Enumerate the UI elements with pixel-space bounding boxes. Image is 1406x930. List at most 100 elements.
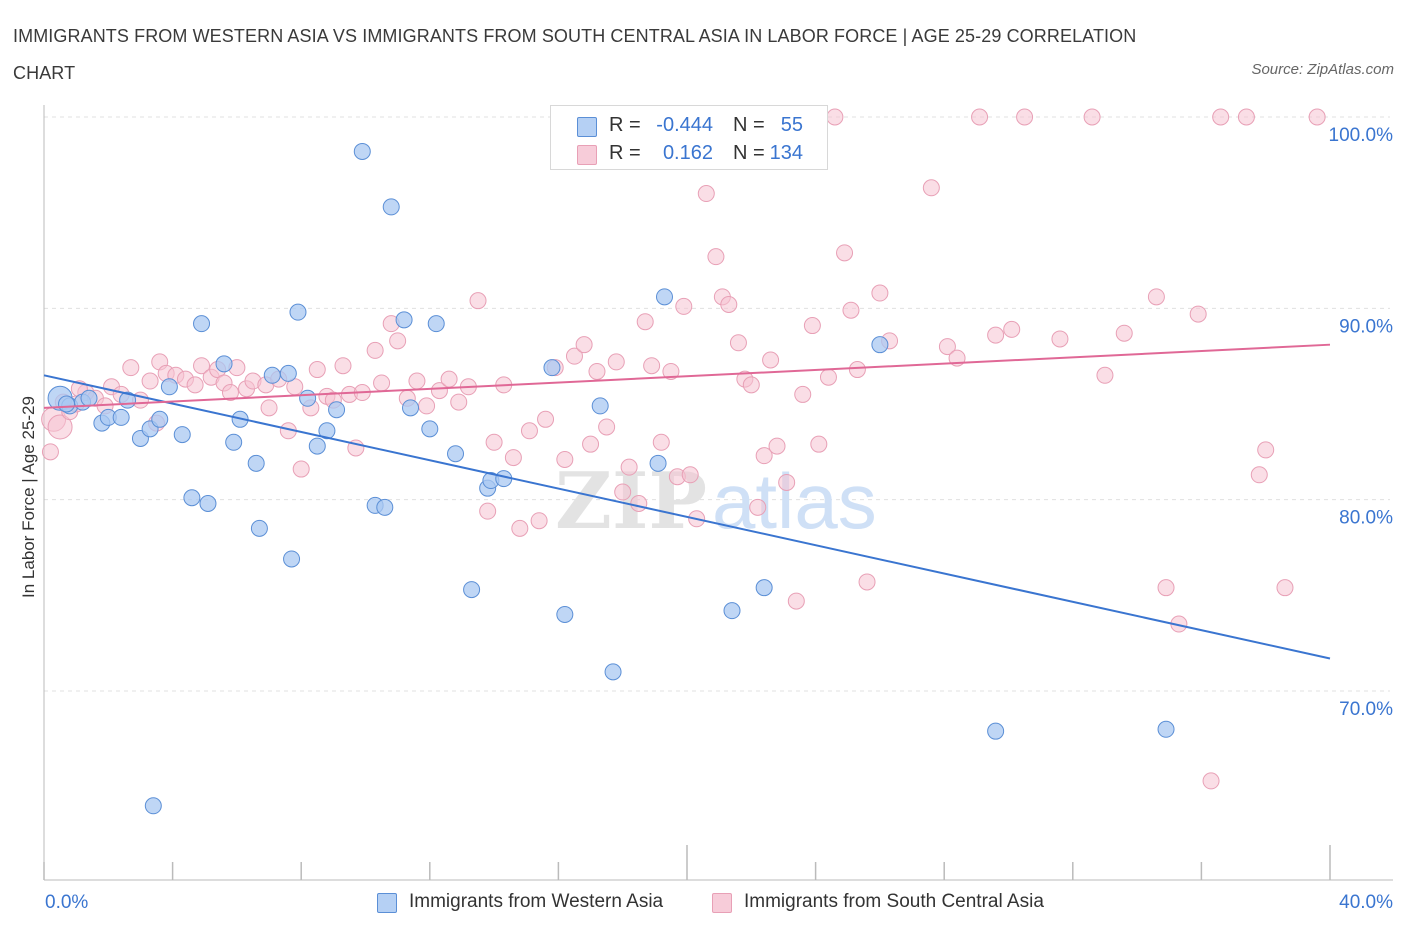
point-south-central-asia — [836, 244, 854, 262]
point-south-central-asia — [1237, 108, 1255, 126]
point-south-central-asia — [1157, 579, 1175, 597]
point-western-asia — [289, 303, 307, 321]
point-south-central-asia — [469, 292, 487, 310]
point-south-central-asia — [1276, 579, 1294, 597]
point-south-central-asia — [511, 519, 529, 537]
point-western-asia — [199, 494, 217, 512]
point-western-asia — [263, 366, 281, 384]
legend-n-value: 134 — [769, 142, 803, 164]
point-western-asia — [215, 355, 233, 373]
legend-r-value: -0.444 — [656, 114, 713, 136]
bottom-legend-swatch-pink — [712, 893, 732, 913]
point-western-asia — [421, 420, 439, 438]
point-western-asia — [649, 454, 667, 472]
point-south-central-asia — [729, 334, 747, 352]
point-south-central-asia — [186, 376, 204, 394]
point-south-central-asia — [810, 435, 828, 453]
point-south-central-asia — [47, 414, 73, 440]
point-south-central-asia — [565, 347, 583, 365]
point-south-central-asia — [430, 382, 448, 400]
watermark-atlas: atlas — [712, 457, 877, 545]
legend-row-south-central-asia: R = 0.162 N = 134 — [551, 139, 827, 167]
point-south-central-asia — [762, 351, 780, 369]
point-western-asia — [447, 445, 465, 463]
point-western-asia — [556, 605, 574, 623]
point-western-asia — [427, 315, 445, 333]
point-south-central-asia — [971, 108, 989, 126]
point-south-central-asia — [749, 498, 767, 516]
point-south-central-asia — [922, 179, 940, 197]
point-south-central-asia — [537, 410, 555, 428]
point-western-asia — [604, 663, 622, 681]
point-south-central-asia — [643, 357, 661, 375]
point-western-asia — [193, 315, 211, 333]
point-western-asia — [376, 498, 394, 516]
point-south-central-asia — [794, 385, 812, 403]
point-western-asia — [283, 550, 301, 568]
point-south-central-asia — [366, 341, 384, 359]
gridlines — [44, 116, 1390, 692]
point-western-asia — [723, 602, 741, 620]
point-south-central-asia — [1250, 466, 1268, 484]
point-western-asia — [987, 722, 1005, 740]
y-tick-label: 80.0% — [1339, 508, 1393, 529]
point-western-asia — [655, 288, 673, 306]
point-western-asia — [402, 399, 420, 417]
bottom-legend-label: Immigrants from Western Asia — [409, 891, 664, 912]
point-south-central-asia — [803, 317, 821, 335]
point-south-central-asia — [575, 336, 593, 354]
point-south-central-asia — [1016, 108, 1034, 126]
point-south-central-asia — [588, 362, 606, 380]
point-western-asia — [755, 579, 773, 597]
point-south-central-asia — [768, 437, 786, 455]
point-south-central-asia — [1115, 324, 1133, 342]
point-south-central-asia — [1189, 305, 1207, 323]
point-south-central-asia — [630, 494, 648, 512]
point-south-central-asia — [662, 362, 680, 380]
point-south-central-asia — [389, 332, 407, 350]
point-western-asia — [463, 581, 481, 599]
point-south-central-asia — [778, 473, 796, 491]
x-tick-label-min: 0.0% — [45, 892, 88, 913]
point-western-asia — [395, 311, 413, 329]
point-south-central-asia — [334, 357, 352, 375]
series-south-central-asia-points — [41, 108, 1326, 790]
y-tick-label: 100.0% — [1329, 125, 1394, 146]
point-western-asia — [144, 797, 162, 815]
correlation-legend: R = -0.444 N = 55 R = 0.162 N = 134 — [550, 105, 828, 170]
legend-n-label: N = — [733, 114, 765, 136]
point-south-central-asia — [681, 466, 699, 484]
point-western-asia — [591, 397, 609, 415]
point-south-central-asia — [582, 435, 600, 453]
point-western-asia — [250, 519, 268, 537]
point-south-central-asia — [707, 248, 725, 266]
point-south-central-asia — [122, 359, 140, 377]
point-western-asia — [328, 401, 346, 419]
point-western-asia — [308, 437, 326, 455]
point-south-central-asia — [1096, 366, 1114, 384]
point-south-central-asia — [938, 338, 956, 356]
source-label: Source: ZipAtlas.com — [1251, 61, 1394, 78]
point-south-central-asia — [485, 433, 503, 451]
point-south-central-asia — [1308, 108, 1326, 126]
point-south-central-asia — [450, 393, 468, 411]
point-south-central-asia — [193, 357, 211, 375]
point-south-central-asia — [842, 301, 860, 319]
point-south-central-asia — [1003, 320, 1021, 338]
x-tick-label-max: 40.0% — [1339, 892, 1393, 913]
trend-line-western-asia — [43, 374, 1331, 660]
point-south-central-asia — [1147, 288, 1165, 306]
trend-line-south-central-asia — [43, 343, 1331, 409]
point-western-asia — [543, 359, 561, 377]
legend-r-label: R = — [609, 114, 641, 136]
legend-swatch-blue — [577, 117, 597, 137]
y-tick-label: 90.0% — [1339, 316, 1393, 337]
point-western-asia — [112, 408, 130, 426]
point-south-central-asia — [636, 313, 654, 331]
point-south-central-asia — [221, 384, 239, 402]
point-western-asia — [871, 336, 889, 354]
point-south-central-asia — [607, 353, 625, 371]
point-south-central-asia — [556, 450, 574, 468]
point-south-central-asia — [1202, 772, 1220, 790]
